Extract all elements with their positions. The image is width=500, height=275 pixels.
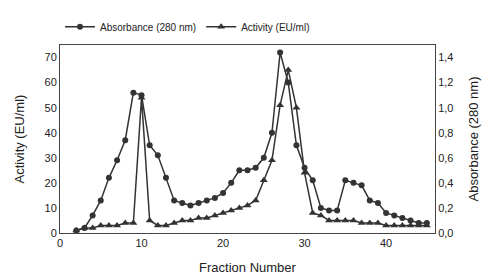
svg-text:0,6: 0,6	[438, 152, 453, 164]
svg-text:1,0: 1,0	[438, 102, 453, 114]
svg-text:40: 40	[45, 127, 57, 139]
svg-text:0,4: 0,4	[438, 177, 453, 189]
svg-text:10: 10	[135, 237, 147, 249]
svg-text:1,4: 1,4	[438, 51, 453, 63]
svg-text:60: 60	[45, 76, 57, 88]
svg-text:Activity (EU/ml): Activity (EU/ml)	[241, 22, 309, 33]
svg-text:0,8: 0,8	[438, 127, 453, 139]
svg-text:1,2: 1,2	[438, 76, 453, 88]
svg-text:Absorbance (280 nm): Absorbance (280 nm)	[100, 22, 196, 33]
svg-text:0: 0	[57, 237, 63, 249]
svg-text:30: 30	[298, 237, 310, 249]
svg-text:20: 20	[45, 177, 57, 189]
svg-text:70: 70	[45, 51, 57, 63]
svg-text:10: 10	[45, 202, 57, 214]
svg-text:Activity (EU/ml): Activity (EU/ml)	[12, 95, 27, 184]
svg-text:20: 20	[217, 237, 229, 249]
svg-text:Absorbance (280 nm): Absorbance (280 nm)	[466, 76, 481, 201]
svg-text:0,0: 0,0	[438, 227, 453, 239]
svg-text:0: 0	[51, 227, 57, 239]
svg-text:30: 30	[45, 152, 57, 164]
svg-text:0,2: 0,2	[438, 202, 453, 214]
svg-text:50: 50	[45, 102, 57, 114]
svg-text:40: 40	[380, 237, 392, 249]
svg-text:Fraction Number: Fraction Number	[199, 260, 296, 275]
